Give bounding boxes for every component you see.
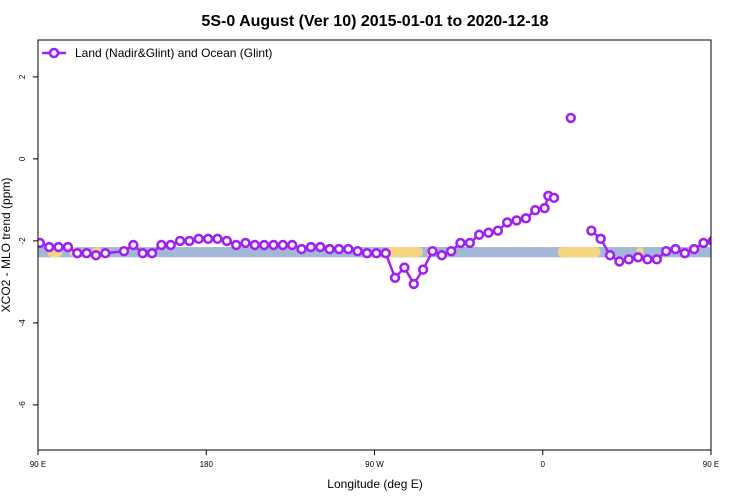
data-point (688, 243, 700, 255)
data-point (565, 112, 576, 124)
data-point (193, 233, 204, 245)
data-point (165, 239, 176, 251)
data-point (445, 245, 457, 257)
data-point (62, 241, 74, 253)
data-point (202, 233, 214, 245)
data-point (230, 239, 242, 251)
x-tick-label: 90 E (30, 460, 46, 469)
data-point (746, 249, 750, 257)
data-point (408, 278, 419, 290)
data-point (221, 235, 233, 247)
data-point (539, 202, 550, 214)
legend: Land (Nadir&Glint) and Ocean (Glint) (42, 46, 272, 60)
data-point (595, 233, 606, 245)
data-point (118, 245, 130, 257)
data-point (502, 217, 513, 228)
data-point (72, 248, 83, 259)
data-point (604, 250, 616, 261)
data-point (361, 248, 373, 259)
land-band-segment (383, 247, 424, 258)
data-point (100, 248, 111, 259)
data-point (287, 239, 298, 251)
legend-label: Land (Nadir&Glint) and Ocean (Glint) (75, 46, 272, 60)
data-point (184, 235, 195, 247)
data-point (660, 245, 672, 257)
y-tick-label: -6 (18, 401, 27, 409)
data-point (483, 227, 494, 238)
data-point (156, 239, 167, 251)
data-point (371, 248, 382, 259)
data-point (417, 264, 429, 275)
data-point (174, 235, 186, 247)
data-point (728, 243, 736, 251)
data-point (146, 248, 158, 259)
x-axis: 90 E 180 90 W 0 90 E (30, 450, 719, 469)
data-point (548, 192, 560, 204)
y-tick-label: -2 (18, 237, 27, 245)
y-axis-label: XCO2 - MLO trend (ppm) (0, 178, 13, 313)
data-point (651, 254, 662, 265)
data-point (305, 241, 317, 253)
y-tick-label: -4 (18, 319, 27, 327)
data-point (137, 248, 148, 259)
data-point (343, 243, 354, 255)
data-point (44, 241, 55, 253)
data-point (90, 250, 102, 261)
data-point (268, 239, 279, 251)
data-point (380, 248, 391, 259)
y-tick-label: 2 (18, 74, 27, 79)
data-point (707, 236, 711, 246)
data-point (586, 225, 597, 236)
data-point (249, 239, 261, 251)
x-tick-label: 90 W (365, 460, 384, 469)
data-point (352, 245, 363, 257)
land-band-segment (717, 247, 736, 257)
y-tick-label: 0 (18, 156, 27, 161)
data-point (315, 241, 326, 253)
data-point (492, 225, 504, 236)
data-point (614, 256, 625, 267)
x-axis-label: Longitude (deg E) (327, 477, 422, 491)
data-point (679, 248, 691, 259)
data-point (436, 250, 447, 261)
series-layer (38, 112, 750, 290)
data-point (670, 243, 681, 255)
data-point (623, 254, 634, 265)
land-band-segment (557, 247, 601, 258)
data-point (38, 237, 46, 249)
data-point (737, 243, 745, 251)
data-point (698, 237, 709, 249)
x-tick-label: 0 (541, 460, 546, 469)
data-point (212, 233, 223, 245)
y-axis: 2 0 -2 -4 -6 (18, 74, 38, 408)
chart-title: 5S-0 August (Ver 10) 2015-01-01 to 2020-… (201, 13, 548, 30)
data-point (642, 254, 653, 265)
data-point (718, 243, 726, 251)
data-point (632, 252, 644, 263)
data-point (455, 237, 466, 249)
x-tick-label: 180 (200, 460, 214, 469)
data-point (277, 239, 289, 251)
data-point (333, 243, 345, 255)
x-tick-label: 90 E (703, 460, 719, 469)
legend-marker (48, 47, 60, 59)
data-point (128, 239, 139, 251)
data-point (511, 215, 522, 226)
data-point (389, 272, 401, 283)
data-point (399, 262, 410, 273)
data-point (464, 237, 476, 249)
data-point (53, 241, 64, 253)
data-point (259, 239, 270, 251)
data-point (81, 248, 92, 259)
data-point (296, 243, 307, 255)
data-point (324, 243, 335, 255)
data-point (473, 229, 485, 240)
data-point (520, 213, 532, 224)
data-point (427, 245, 438, 257)
plot-frame (37, 39, 712, 451)
data-point (240, 237, 251, 249)
data-point (530, 204, 541, 216)
